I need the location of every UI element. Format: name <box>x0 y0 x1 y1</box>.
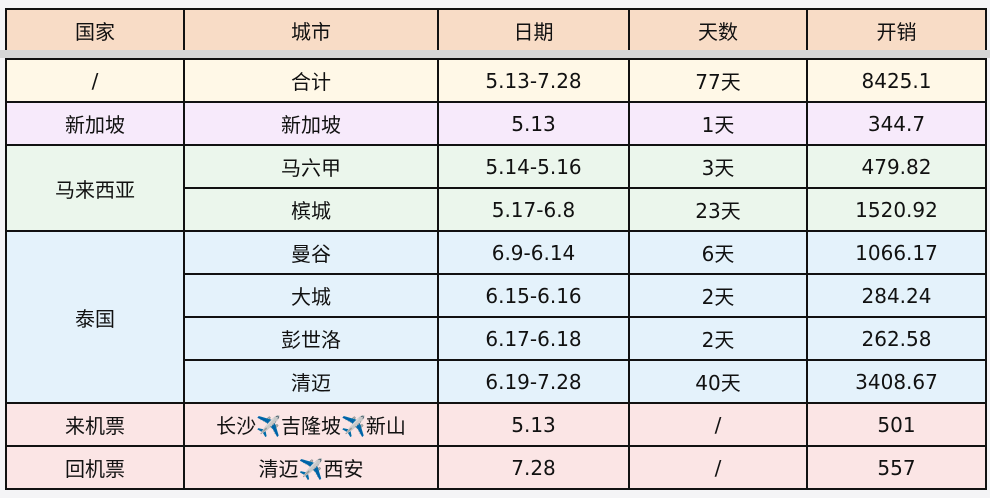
cell-days[interactable]: 1天 <box>628 101 808 146</box>
cell-days[interactable]: 77天 <box>628 58 808 103</box>
cell-date[interactable]: 5.14-5.16 <box>437 144 630 189</box>
table-row: 新加坡 新加坡 5.13 1天 344.7 <box>5 101 987 146</box>
cell-days[interactable]: 2天 <box>628 273 808 318</box>
cell-cost[interactable]: 3408.67 <box>806 359 987 404</box>
cell-days[interactable]: 2天 <box>628 316 808 361</box>
cell-cost[interactable]: 262.58 <box>806 316 987 361</box>
cell-days[interactable]: 6天 <box>628 230 808 275</box>
cell-days[interactable]: 40天 <box>628 359 808 404</box>
table-row: 马来西亚 马六甲 5.14-5.16 3天 479.82 <box>5 144 987 232</box>
cell-cost[interactable]: 344.7 <box>806 101 987 146</box>
cell-city[interactable]: 清迈✈️西安 <box>183 445 439 490</box>
cell-days[interactable]: 23天 <box>628 187 808 232</box>
cell-country[interactable]: 新加坡 <box>5 101 185 146</box>
header-city[interactable]: 城市 <box>183 8 439 52</box>
cell-city[interactable]: 长沙✈️吉隆坡✈️新山 <box>183 402 439 447</box>
cell-cost[interactable]: 8425.1 <box>806 58 987 103</box>
cell-cost[interactable]: 479.82 <box>806 144 987 189</box>
cell-date[interactable]: 5.13 <box>437 101 630 146</box>
header-cost[interactable]: 开销 <box>806 8 987 52</box>
header-country[interactable]: 国家 <box>5 8 185 52</box>
cell-days[interactable]: 3天 <box>628 144 808 189</box>
cell-date[interactable]: 5.17-6.8 <box>437 187 630 232</box>
cell-cost[interactable]: 284.24 <box>806 273 987 318</box>
cell-city[interactable]: 彭世洛 <box>183 316 439 361</box>
cell-cost[interactable]: 1066.17 <box>806 230 987 275</box>
cell-city[interactable]: 大城 <box>183 273 439 318</box>
header-date[interactable]: 日期 <box>437 8 630 52</box>
expense-table: / 合计 5.13-7.28 77天 8425.1 新加坡 新加坡 5.13 1天 344.7 … <box>5 58 987 490</box>
cell-date[interactable]: 6.9-6.14 <box>437 230 630 275</box>
cell-country[interactable]: 回机票 <box>5 445 185 490</box>
cell-days[interactable]: / <box>628 402 808 447</box>
cell-country[interactable]: 马来西亚 <box>5 144 185 232</box>
cell-date[interactable]: 7.28 <box>437 445 630 490</box>
frozen-divider <box>0 50 990 58</box>
cell-city[interactable]: 合计 <box>183 58 439 103</box>
cell-cost[interactable]: 557 <box>806 445 987 490</box>
cell-date[interactable]: 5.13-7.28 <box>437 58 630 103</box>
cell-days[interactable]: / <box>628 445 808 490</box>
cell-date[interactable]: 6.19-7.28 <box>437 359 630 404</box>
cell-date[interactable]: 6.17-6.18 <box>437 316 630 361</box>
cell-city[interactable]: 新加坡 <box>183 101 439 146</box>
cell-country[interactable]: 泰国 <box>5 230 185 404</box>
header-row: 国家 城市 日期 天数 开销 <box>5 8 987 52</box>
cell-country[interactable]: 来机票 <box>5 402 185 447</box>
table-row: 来机票 长沙✈️吉隆坡✈️新山 5.13/501 <box>5 402 987 447</box>
cell-cost[interactable]: 1520.92 <box>806 187 987 232</box>
cell-city[interactable]: 槟城 <box>183 187 439 232</box>
cell-cost[interactable]: 501 <box>806 402 987 447</box>
header-days[interactable]: 天数 <box>628 8 808 52</box>
cell-date[interactable]: 6.15-6.16 <box>437 273 630 318</box>
cell-country[interactable]: / <box>5 58 185 103</box>
header-table: 国家 城市 日期 天数 开销 <box>5 8 987 52</box>
cell-date[interactable]: 5.13 <box>437 402 630 447</box>
table-row-total: / 合计 5.13-7.28 77天 8425.1 <box>5 58 987 103</box>
table-row: 泰国 曼谷 6.9-6.14 6天 1066.17 <box>5 230 987 404</box>
table-row: 槟城 5.17-6.8 23天 1520.92 <box>6 187 987 232</box>
table-row: 回机票 清迈✈️西安 7.28/557 <box>5 445 987 490</box>
cell-city[interactable]: 曼谷 <box>183 230 439 275</box>
cell-city[interactable]: 清迈 <box>183 359 439 404</box>
cell-city[interactable]: 马六甲 <box>183 144 439 189</box>
